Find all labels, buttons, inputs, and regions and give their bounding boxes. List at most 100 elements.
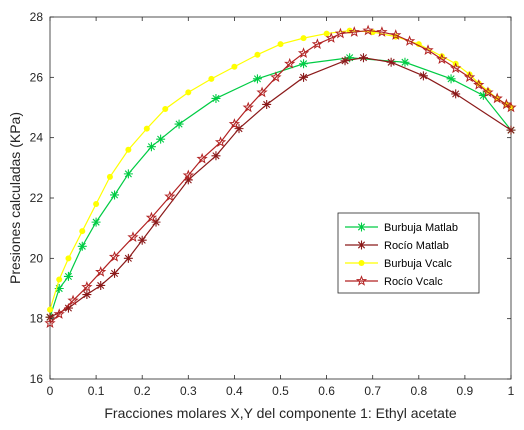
pentagram-marker — [127, 231, 139, 243]
asterisk-marker — [123, 253, 133, 263]
series-layer — [44, 24, 517, 328]
pentagram-marker — [390, 29, 402, 40]
y-tick-label: 16 — [30, 372, 44, 386]
dot-marker — [300, 35, 307, 42]
plot-area — [49, 16, 512, 380]
asterisk-marker — [77, 241, 87, 251]
asterisk-marker — [386, 57, 396, 67]
x-tick-label: 0.7 — [364, 384, 381, 398]
pentagram-marker — [214, 136, 227, 147]
asterisk-marker — [478, 90, 488, 100]
pentagram-marker — [270, 71, 282, 83]
pentagram-marker — [196, 152, 208, 164]
x-tick-label: 0.6 — [318, 384, 335, 398]
asterisk-marker — [96, 280, 106, 290]
y-tick-label: 22 — [30, 191, 44, 205]
x-tick-label: 0.5 — [272, 384, 289, 398]
asterisk-marker — [63, 271, 73, 281]
asterisk-marker — [345, 53, 355, 63]
series-line — [49, 29, 512, 310]
series-1 — [45, 53, 516, 322]
y-tick-label: 26 — [30, 70, 44, 84]
asterisk-marker — [146, 142, 156, 152]
dot-marker — [79, 228, 86, 235]
series-line — [49, 57, 512, 318]
asterisk-marker — [357, 240, 366, 250]
pentagram-marker — [403, 35, 416, 46]
asterisk-marker — [137, 235, 147, 245]
pentagram-marker — [334, 27, 347, 39]
dot-marker — [208, 75, 215, 82]
x-tick-label: 1 — [508, 384, 515, 398]
dot-marker — [254, 51, 261, 58]
pentagram-marker — [450, 62, 462, 74]
legend-entry: Rocío Matlab — [345, 240, 449, 252]
pentagram-marker — [44, 317, 56, 328]
pentagram-marker — [108, 250, 121, 262]
x-tick-label: 0.8 — [410, 384, 427, 398]
x-tick-label: 0.9 — [457, 384, 474, 398]
pentagram-marker — [182, 169, 194, 181]
asterisk-marker — [123, 169, 133, 179]
asterisk-marker — [299, 59, 309, 69]
asterisk-marker — [340, 56, 350, 66]
pentagram-marker — [53, 308, 65, 319]
asterisk-marker — [234, 124, 244, 134]
pentagram-marker — [463, 71, 476, 83]
asterisk-marker — [357, 222, 366, 232]
dot-marker — [93, 201, 100, 208]
dot-marker — [323, 30, 330, 37]
x-tick-label: 0.3 — [180, 384, 197, 398]
asterisk-marker — [211, 93, 221, 103]
pentagram-marker — [284, 57, 296, 69]
y-tick-label: 18 — [30, 312, 44, 326]
dot-marker — [106, 173, 113, 180]
dot-marker — [65, 255, 72, 262]
dot-marker — [231, 63, 238, 70]
asterisk-marker — [110, 190, 120, 200]
dot-marker — [125, 146, 132, 153]
pentagram-marker — [473, 78, 485, 90]
pentagram-marker — [325, 32, 337, 43]
x-tick-label: 0.4 — [226, 384, 243, 398]
asterisk-marker — [418, 71, 428, 81]
x-tick-label: 0.2 — [134, 384, 151, 398]
asterisk-marker — [252, 74, 262, 84]
asterisk-marker — [91, 217, 101, 227]
asterisk-marker — [151, 217, 161, 227]
asterisk-marker — [82, 290, 92, 300]
asterisk-marker — [262, 99, 272, 109]
legend-label: Rocío Matlab — [384, 240, 449, 252]
dot-marker — [143, 125, 150, 132]
pentagram-marker — [482, 86, 494, 98]
y-tick-label: 24 — [30, 131, 44, 145]
x-tick-label: 0 — [47, 384, 54, 398]
asterisk-marker — [183, 175, 193, 185]
pentagram-marker — [164, 190, 176, 202]
legend-entry: Burbuja Matlab — [345, 222, 458, 234]
pentagram-marker — [422, 44, 434, 55]
asterisk-marker — [156, 134, 166, 144]
pentagram-marker — [297, 47, 310, 58]
asterisk-marker — [400, 57, 410, 67]
pentagram-marker — [256, 86, 268, 98]
pentagram-marker — [491, 92, 503, 104]
asterisk-marker — [63, 303, 73, 313]
pentagram-marker — [348, 26, 360, 37]
series-0 — [45, 53, 516, 322]
dot-marker — [185, 89, 192, 96]
dot-marker — [415, 41, 422, 48]
asterisk-marker — [299, 72, 309, 82]
asterisk-marker — [110, 268, 120, 278]
asterisk-marker — [54, 284, 64, 293]
dot-marker — [484, 87, 491, 94]
dot-marker — [277, 41, 284, 48]
pentagram-marker — [95, 265, 107, 277]
pentagram-marker — [145, 211, 158, 223]
pentagram-marker — [505, 101, 517, 113]
y-tick-label: 28 — [30, 10, 44, 24]
asterisk-marker — [506, 125, 516, 135]
legend-entry: Burbuja Vcalc — [345, 258, 452, 270]
dot-marker — [475, 80, 482, 87]
pentagram-marker — [228, 118, 241, 129]
